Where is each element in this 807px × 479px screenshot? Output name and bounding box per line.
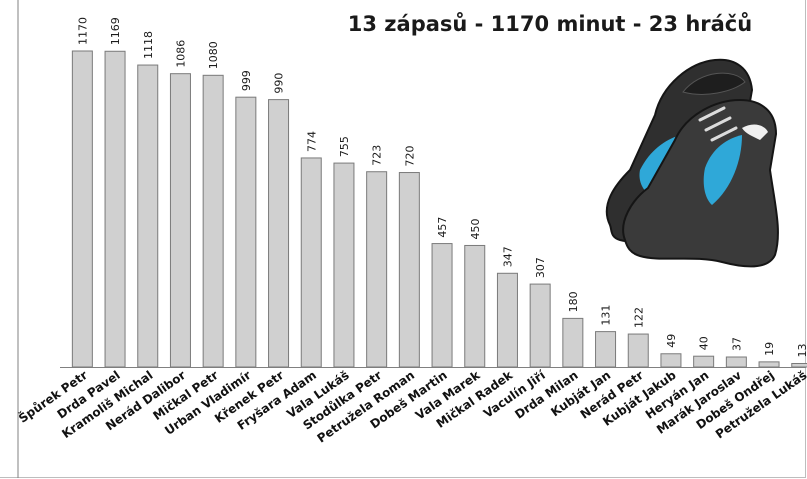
data-label: 755 [338,136,351,157]
data-label: 37 [730,337,743,351]
data-label: 1169 [109,17,122,45]
data-label: 40 [698,336,711,350]
bar [169,73,191,368]
data-label: 990 [273,73,286,94]
bar [71,50,93,368]
bar [725,356,747,368]
bar [595,331,617,368]
bar [562,317,584,368]
bar [137,64,159,368]
data-label: 450 [469,218,482,239]
bar [366,171,388,368]
data-label: 1118 [142,31,155,59]
bar [235,96,257,368]
bar [431,243,453,368]
bar [398,172,420,368]
bar [758,361,780,368]
data-label: 347 [501,246,514,267]
chart-title: 13 zápasů - 1170 minut - 23 hráčů [347,12,753,36]
bar [202,74,224,368]
bar [104,50,126,368]
data-label: 1170 [76,17,89,45]
data-label: 180 [567,291,580,312]
bar [791,362,807,368]
data-label: 131 [600,305,613,326]
data-label: 1080 [207,41,220,69]
data-label: 999 [240,70,253,91]
bar [300,157,322,368]
data-label: 122 [632,307,645,328]
bar [529,283,551,368]
bar [693,355,715,368]
data-label: 723 [371,145,384,166]
data-label: 19 [763,342,776,356]
bar [268,99,290,368]
bar [496,272,518,368]
bar [333,162,355,368]
data-label: 774 [305,131,318,152]
bar [464,244,486,368]
bar [627,333,649,368]
bar [660,353,682,368]
data-label: 307 [534,257,547,278]
data-label: 1086 [174,40,187,68]
data-label: 457 [436,217,449,238]
data-label: 720 [403,146,416,167]
football-boots-icon [605,58,779,268]
data-label: 49 [665,334,678,348]
data-label: 13 [796,343,807,357]
